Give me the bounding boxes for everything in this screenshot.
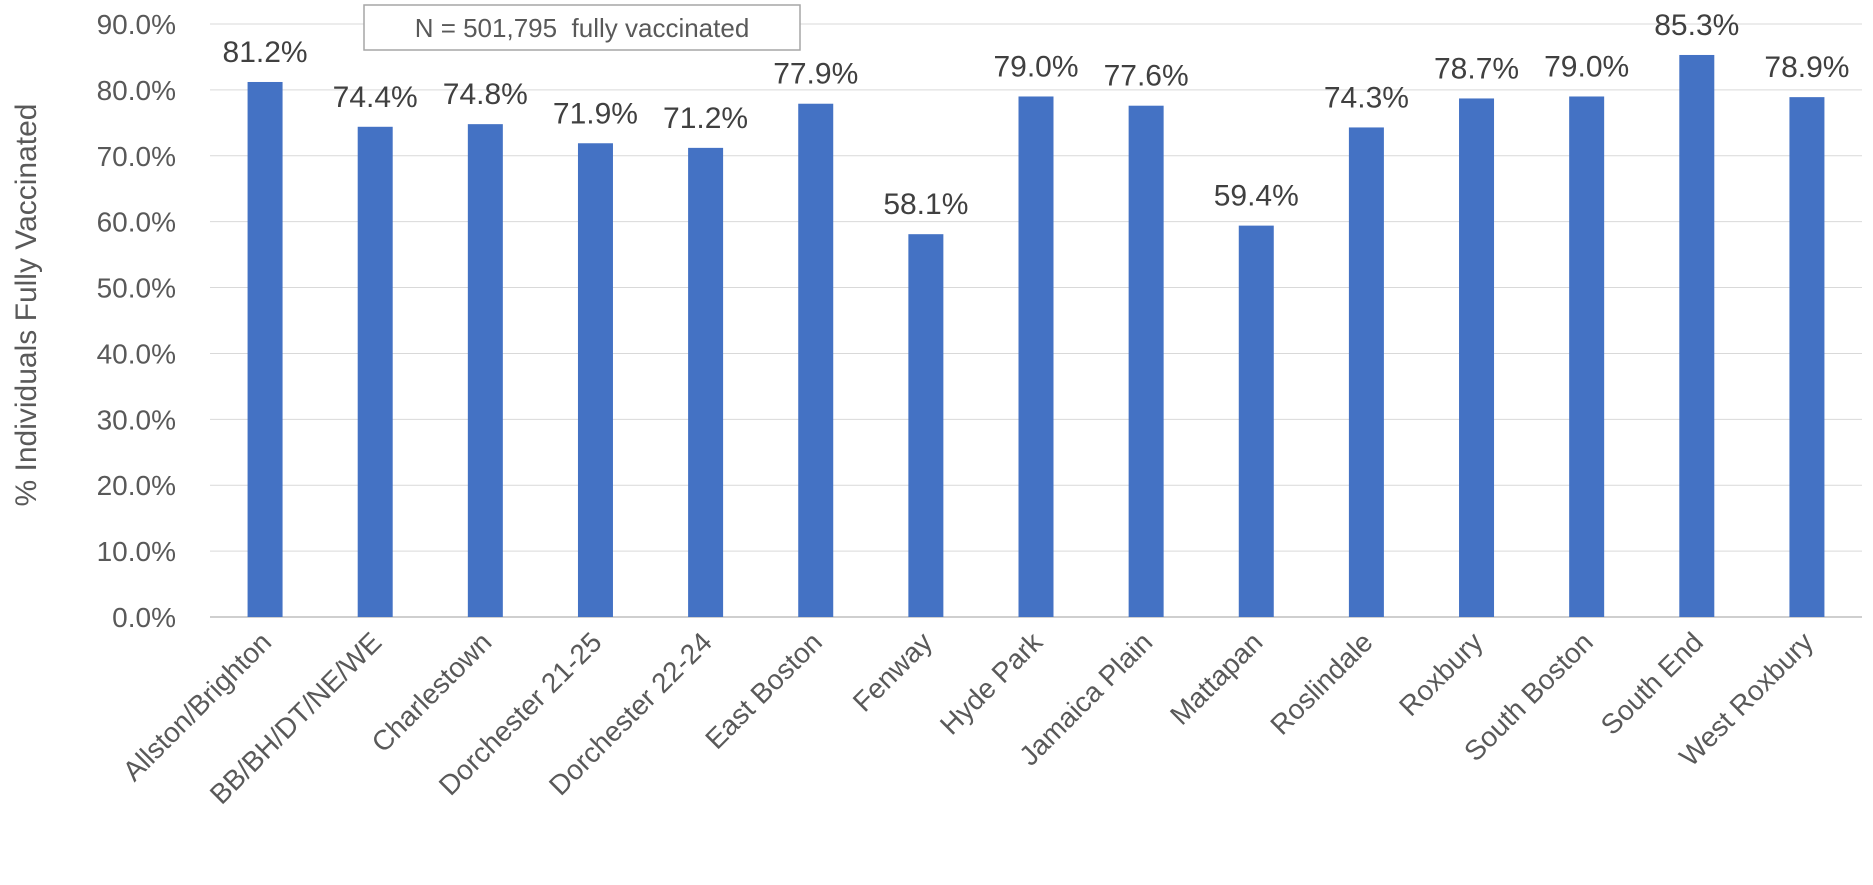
y-tick-label: 50.0% xyxy=(97,273,176,304)
y-tick-label: 30.0% xyxy=(97,404,176,435)
bar xyxy=(467,124,503,617)
annotation-box: N = 501,795 fully vaccinated xyxy=(363,4,801,51)
bar xyxy=(577,143,613,617)
bar xyxy=(1128,105,1164,618)
bar xyxy=(357,126,393,617)
bar xyxy=(1018,96,1054,617)
bar xyxy=(688,147,724,618)
y-tick-label: 10.0% xyxy=(97,536,176,567)
data-label: 74.3% xyxy=(1324,81,1409,114)
bar xyxy=(1569,96,1605,617)
y-tick-label: 70.0% xyxy=(97,141,176,172)
y-tick-label: 80.0% xyxy=(97,75,176,106)
x-tick-label: Fenway xyxy=(847,626,938,717)
data-label: 59.4% xyxy=(1214,180,1299,213)
y-tick-label: 40.0% xyxy=(97,338,176,369)
data-label: 81.2% xyxy=(223,36,308,69)
y-tick-label: 90.0% xyxy=(97,9,176,40)
y-tick-label: 0.0% xyxy=(112,602,176,633)
x-tick-label: East Boston xyxy=(699,626,828,755)
data-label: 79.0% xyxy=(1544,50,1629,83)
data-label: 71.9% xyxy=(553,97,638,130)
data-label: 78.7% xyxy=(1434,52,1519,85)
y-axis-tick-labels: 0.0% 10.0% 20.0% 30.0% 40.0% 50.0% 60.0% 70.0% 8… xyxy=(97,9,176,633)
data-label: 74.4% xyxy=(333,81,418,114)
x-tick-label: South End xyxy=(1595,626,1709,740)
data-labels: 81.2% 74.4% 74.8% 71.9% 71.2% 77.9% 58.1% 79.0%… xyxy=(223,9,1850,221)
data-label: 78.9% xyxy=(1764,51,1849,84)
x-tick-label: Hyde Park xyxy=(934,626,1049,741)
data-label: 77.6% xyxy=(1104,60,1189,93)
x-tick-label: Roxbury xyxy=(1393,626,1489,722)
x-axis-tick-labels: Allston/BrightonBB/BH/DT/NE/WECharlestow… xyxy=(117,626,1819,810)
bar xyxy=(798,103,834,617)
bar xyxy=(1679,54,1715,618)
bars xyxy=(247,54,1825,618)
data-label: 79.0% xyxy=(993,50,1078,83)
bar xyxy=(908,234,944,618)
bar xyxy=(1348,127,1384,617)
bar xyxy=(1789,97,1825,618)
x-tick-label: Roslindale xyxy=(1264,626,1378,740)
data-label: 71.2% xyxy=(663,102,748,135)
x-tick-label: Mattapan xyxy=(1164,626,1268,730)
data-label: 77.9% xyxy=(773,58,858,91)
bar xyxy=(247,81,283,617)
y-tick-label: 20.0% xyxy=(97,470,176,501)
data-label: 74.8% xyxy=(443,78,528,111)
bar xyxy=(1459,98,1495,617)
y-tick-label: 60.0% xyxy=(97,207,176,238)
data-label: 85.3% xyxy=(1654,9,1739,42)
data-label: 58.1% xyxy=(883,188,968,221)
bar xyxy=(1238,225,1274,617)
y-axis-title: % Individuals Fully Vaccinated xyxy=(10,104,43,507)
annotation-text: N = 501,795 fully vaccinated xyxy=(415,13,750,43)
